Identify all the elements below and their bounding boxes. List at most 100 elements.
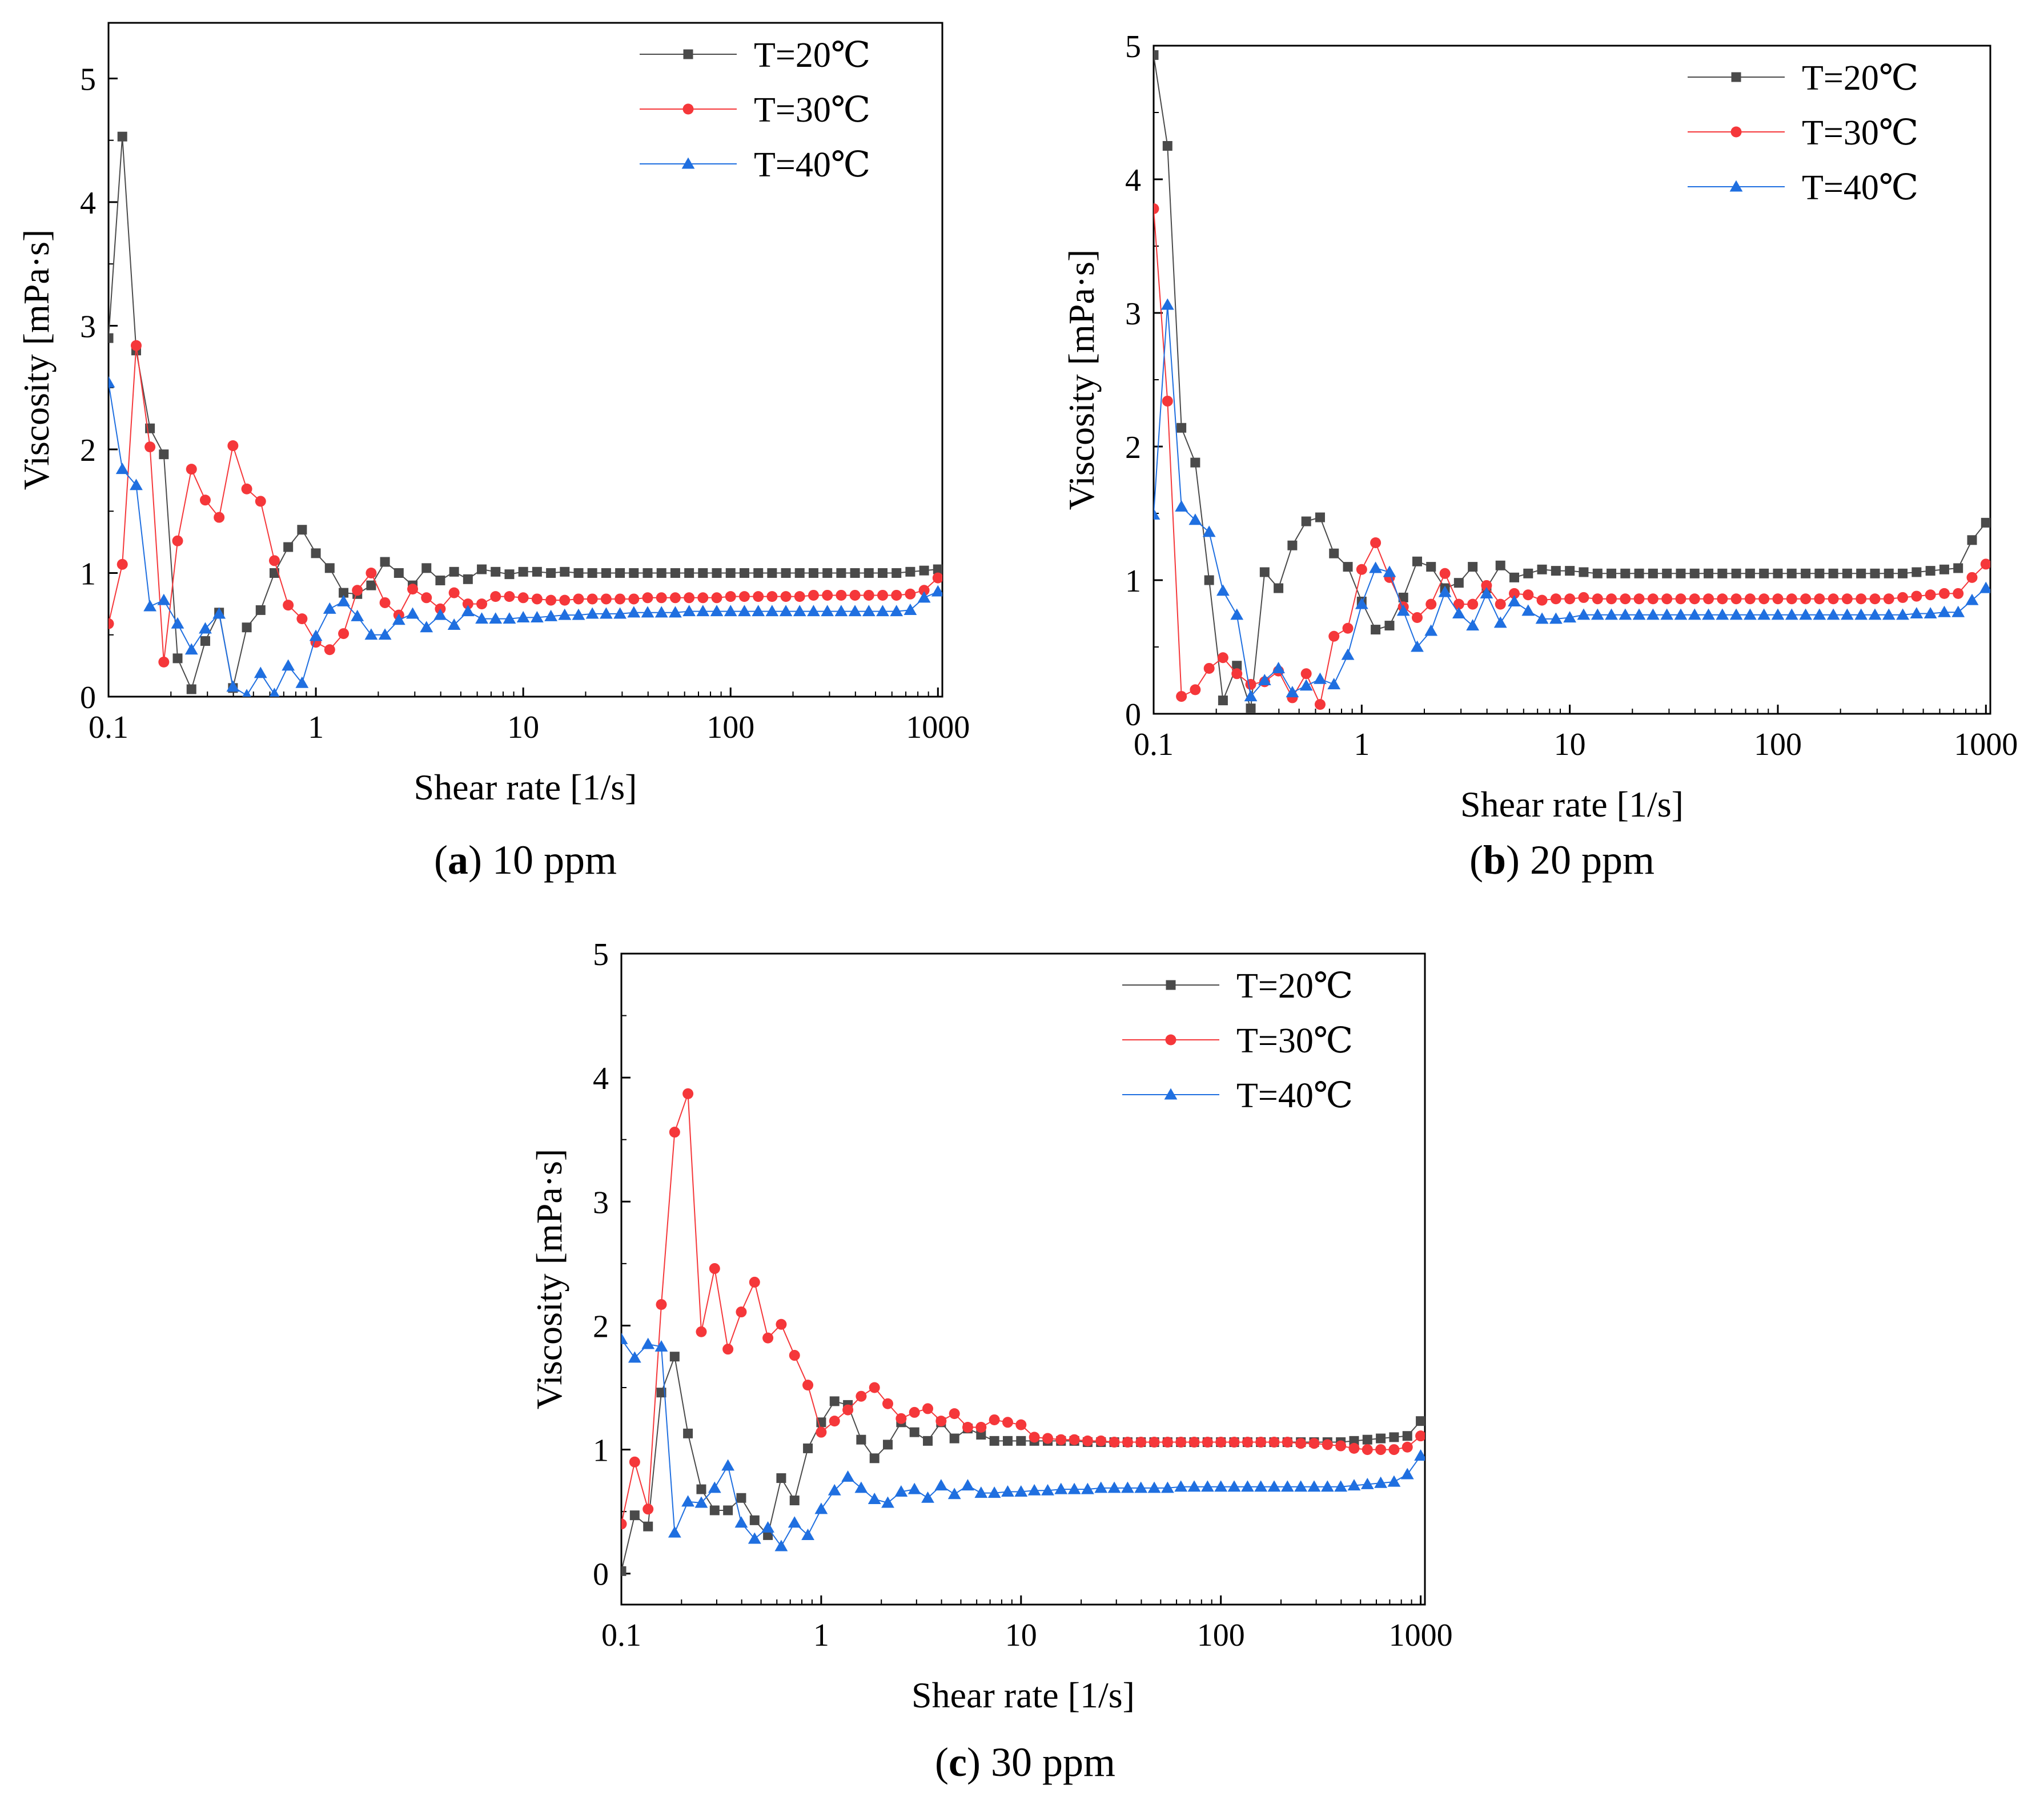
data-point	[642, 1504, 654, 1515]
data-point	[1439, 568, 1451, 579]
plot-frame	[107, 22, 943, 698]
data-point	[1856, 593, 1867, 605]
data-point	[1814, 593, 1825, 605]
data-point	[1424, 624, 1438, 636]
legend-label: T=30℃	[1236, 1022, 1353, 1060]
data-point	[1322, 1439, 1333, 1450]
data-point	[629, 568, 639, 578]
data-point	[532, 566, 542, 577]
legend-label: T=40℃	[754, 146, 870, 184]
data-point	[682, 605, 696, 617]
data-point	[697, 592, 709, 604]
data-point	[1743, 608, 1757, 620]
data-point	[789, 1496, 800, 1506]
data-point	[1204, 575, 1214, 585]
data-point	[531, 593, 543, 605]
chart-panel-b: 0 1 2 3 4 5 0.1 1 10 100 1000 Shear rate [1/s] Visco…	[1061, 29, 2018, 883]
data-point	[1215, 1437, 1227, 1448]
data-point	[1341, 648, 1355, 660]
data-point	[862, 605, 876, 617]
data-point	[461, 605, 475, 617]
data-point	[1174, 1480, 1188, 1492]
plot-frame	[620, 952, 1426, 1606]
data-point	[1241, 1480, 1254, 1492]
data-point	[1398, 592, 1408, 602]
plot-area	[621, 1088, 1425, 1576]
data-point	[283, 600, 294, 611]
data-point	[449, 566, 459, 577]
data-point	[462, 598, 473, 610]
y-tick-label: 5	[80, 62, 96, 97]
data-point	[1967, 535, 1977, 545]
data-point	[949, 1433, 959, 1444]
data-point	[736, 1493, 746, 1503]
y-axis-label: Viscosity [mPa·s]	[1061, 250, 1102, 510]
data-point	[109, 376, 115, 388]
data-point	[763, 1530, 773, 1540]
data-point	[1154, 203, 1159, 214]
data-point	[1176, 423, 1187, 433]
data-point	[987, 1486, 1001, 1498]
data-point	[762, 1332, 774, 1344]
x-tick-label: 100	[1754, 727, 1802, 762]
y-tick-label: 2	[593, 1309, 609, 1344]
data-point	[882, 1440, 893, 1450]
data-point	[891, 589, 902, 601]
data-point	[117, 131, 127, 142]
data-point	[1814, 568, 1825, 578]
data-point	[905, 566, 915, 577]
data-point	[780, 591, 792, 602]
data-point	[1688, 608, 1701, 620]
y-tick-label: 5	[1125, 29, 1141, 65]
data-point	[1868, 608, 1882, 620]
series-t30	[621, 1088, 1425, 1530]
data-point	[1813, 608, 1826, 620]
plot-area	[1154, 50, 1990, 714]
data-point	[1259, 567, 1270, 577]
legend-label: T=20℃	[1802, 59, 1918, 98]
data-point	[1002, 1417, 1013, 1428]
data-point	[808, 589, 819, 601]
data-point	[1267, 1480, 1281, 1492]
data-point	[1646, 608, 1660, 620]
legend-label: T=20℃	[1236, 967, 1353, 1006]
data-point	[670, 568, 680, 578]
data-point	[725, 568, 736, 578]
data-point	[723, 1505, 733, 1515]
data-point	[656, 1299, 667, 1311]
data-point	[1536, 594, 1548, 606]
data-point	[1402, 1431, 1412, 1441]
data-point	[1716, 608, 1729, 620]
data-point	[1661, 593, 1673, 605]
y-tick-label: 2	[1125, 430, 1141, 465]
data-point	[1231, 668, 1243, 680]
x-tick-label: 0.1	[89, 710, 128, 745]
data-point	[752, 605, 765, 617]
data-point	[682, 1088, 694, 1099]
data-point	[1301, 516, 1311, 526]
data-point	[282, 659, 295, 671]
data-point	[1387, 1475, 1401, 1487]
data-point	[1842, 568, 1852, 578]
data-point	[296, 613, 308, 625]
data-point	[694, 1496, 708, 1508]
data-point	[1744, 593, 1756, 605]
panel-caption: (c) 30 ppm	[935, 1739, 1115, 1785]
data-point	[1027, 1484, 1041, 1496]
data-point	[842, 1404, 854, 1416]
data-point	[518, 566, 528, 577]
data-point	[1327, 678, 1341, 690]
data-point	[1082, 1435, 1093, 1446]
data-point	[1508, 595, 1521, 606]
data-point	[558, 608, 572, 620]
data-point	[1342, 622, 1354, 634]
data-point	[1979, 581, 1990, 593]
data-point	[159, 449, 169, 460]
data-point	[736, 1307, 747, 1318]
data-point	[1175, 1437, 1187, 1448]
data-point	[1227, 1480, 1241, 1492]
series-t40	[1154, 298, 1990, 702]
data-point	[1467, 598, 1479, 610]
data-point	[961, 1479, 974, 1491]
